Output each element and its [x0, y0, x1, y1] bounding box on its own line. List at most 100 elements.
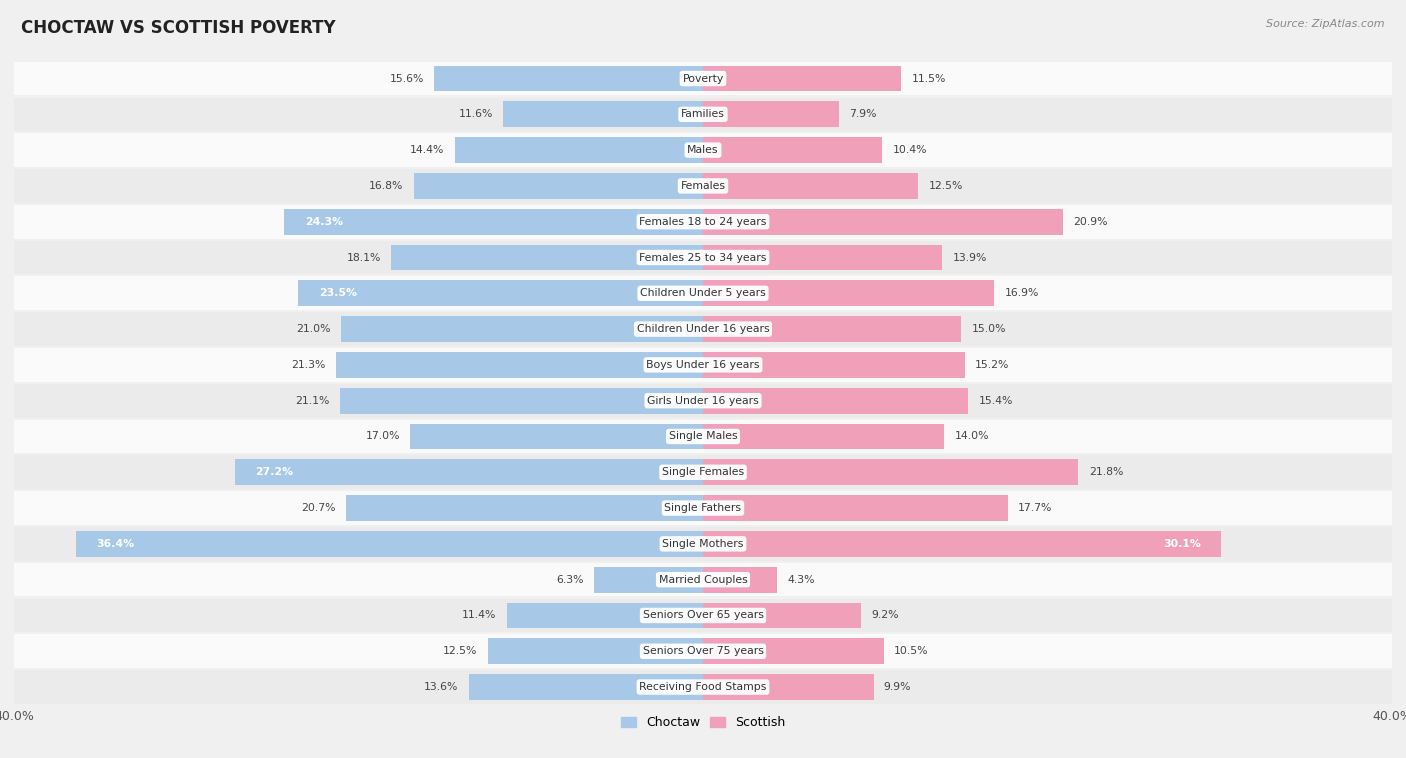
Text: 21.8%: 21.8%	[1088, 467, 1123, 478]
Text: Seniors Over 75 years: Seniors Over 75 years	[643, 647, 763, 656]
Bar	[488, 638, 703, 664]
Legend: Choctaw, Scottish: Choctaw, Scottish	[616, 711, 790, 735]
Text: Girls Under 16 years: Girls Under 16 years	[647, 396, 759, 406]
Bar	[14, 634, 1392, 668]
Text: Boys Under 16 years: Boys Under 16 years	[647, 360, 759, 370]
Text: 15.0%: 15.0%	[972, 324, 1007, 334]
Bar	[14, 61, 1392, 96]
Text: 11.5%: 11.5%	[911, 74, 946, 83]
Bar	[14, 599, 1392, 632]
Bar	[14, 491, 1392, 525]
Bar	[703, 208, 1063, 235]
Bar	[703, 137, 882, 163]
Bar	[468, 674, 703, 700]
Text: 13.6%: 13.6%	[425, 682, 458, 692]
Text: Children Under 16 years: Children Under 16 years	[637, 324, 769, 334]
Text: Single Fathers: Single Fathers	[665, 503, 741, 513]
Bar	[703, 173, 918, 199]
Text: 24.3%: 24.3%	[305, 217, 343, 227]
Bar	[14, 133, 1392, 167]
Text: 17.7%: 17.7%	[1018, 503, 1053, 513]
Text: Receiving Food Stamps: Receiving Food Stamps	[640, 682, 766, 692]
Bar	[703, 638, 884, 664]
Text: 15.6%: 15.6%	[389, 74, 425, 83]
Bar	[14, 456, 1392, 489]
Text: 23.5%: 23.5%	[319, 288, 357, 299]
Bar	[703, 102, 839, 127]
Text: Single Females: Single Females	[662, 467, 744, 478]
Bar	[14, 205, 1392, 239]
Bar	[336, 352, 703, 377]
Bar	[14, 527, 1392, 561]
Text: 14.0%: 14.0%	[955, 431, 988, 441]
Text: 27.2%: 27.2%	[256, 467, 294, 478]
Bar	[703, 388, 969, 414]
Text: Children Under 5 years: Children Under 5 years	[640, 288, 766, 299]
Bar	[235, 459, 703, 485]
Text: Poverty: Poverty	[682, 74, 724, 83]
Bar	[76, 531, 703, 556]
Bar	[703, 245, 942, 271]
Text: 12.5%: 12.5%	[928, 181, 963, 191]
Bar	[14, 241, 1392, 274]
Bar	[14, 348, 1392, 382]
Text: 11.6%: 11.6%	[458, 109, 494, 119]
Text: 36.4%: 36.4%	[97, 539, 135, 549]
Text: 9.9%: 9.9%	[884, 682, 911, 692]
Bar	[456, 137, 703, 163]
Text: 30.1%: 30.1%	[1163, 539, 1201, 549]
Bar	[14, 98, 1392, 131]
Bar	[595, 567, 703, 593]
Text: 16.9%: 16.9%	[1004, 288, 1039, 299]
Bar	[284, 208, 703, 235]
Text: 20.7%: 20.7%	[302, 503, 336, 513]
Bar	[703, 603, 862, 628]
Bar	[703, 674, 873, 700]
Bar	[298, 280, 703, 306]
Bar	[14, 670, 1392, 704]
Text: Males: Males	[688, 145, 718, 155]
Text: CHOCTAW VS SCOTTISH POVERTY: CHOCTAW VS SCOTTISH POVERTY	[21, 19, 336, 37]
Text: 15.2%: 15.2%	[976, 360, 1010, 370]
Text: Females: Females	[681, 181, 725, 191]
Bar	[506, 603, 703, 628]
Text: 21.1%: 21.1%	[295, 396, 329, 406]
Bar	[413, 173, 703, 199]
Text: Females 18 to 24 years: Females 18 to 24 years	[640, 217, 766, 227]
Bar	[703, 567, 778, 593]
Text: 18.1%: 18.1%	[346, 252, 381, 262]
Bar	[411, 424, 703, 449]
Text: 17.0%: 17.0%	[366, 431, 399, 441]
Text: 6.3%: 6.3%	[557, 575, 583, 584]
Bar	[703, 459, 1078, 485]
Bar	[434, 66, 703, 92]
Text: 21.3%: 21.3%	[291, 360, 326, 370]
Text: Females 25 to 34 years: Females 25 to 34 years	[640, 252, 766, 262]
Bar	[14, 277, 1392, 310]
Bar	[703, 280, 994, 306]
Bar	[342, 316, 703, 342]
Bar	[703, 495, 1008, 521]
Text: Families: Families	[681, 109, 725, 119]
Bar	[14, 563, 1392, 597]
Text: 13.9%: 13.9%	[953, 252, 987, 262]
Bar	[14, 169, 1392, 202]
Bar	[503, 102, 703, 127]
Text: Single Males: Single Males	[669, 431, 737, 441]
Text: 21.0%: 21.0%	[297, 324, 330, 334]
Text: 12.5%: 12.5%	[443, 647, 478, 656]
Text: Seniors Over 65 years: Seniors Over 65 years	[643, 610, 763, 621]
Text: 4.3%: 4.3%	[787, 575, 815, 584]
Bar	[703, 531, 1222, 556]
Bar	[703, 316, 962, 342]
Text: 15.4%: 15.4%	[979, 396, 1012, 406]
Text: 10.5%: 10.5%	[894, 647, 929, 656]
Bar	[703, 352, 965, 377]
Bar	[703, 66, 901, 92]
Text: 14.4%: 14.4%	[411, 145, 444, 155]
Text: 7.9%: 7.9%	[849, 109, 877, 119]
Text: 10.4%: 10.4%	[893, 145, 927, 155]
Bar	[703, 424, 945, 449]
Bar	[14, 384, 1392, 418]
Text: 11.4%: 11.4%	[463, 610, 496, 621]
